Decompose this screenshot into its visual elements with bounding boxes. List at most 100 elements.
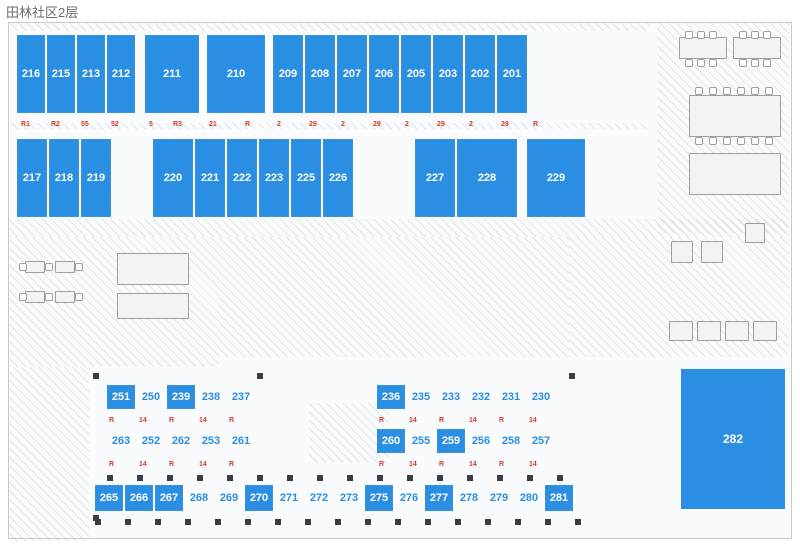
structural-column: [455, 519, 461, 525]
room-281[interactable]: 281: [545, 485, 573, 511]
room-220[interactable]: 220: [153, 139, 193, 217]
room-250[interactable]: 250: [137, 385, 165, 409]
room-label: 259: [442, 435, 460, 447]
room-221[interactable]: 221: [195, 139, 225, 217]
room-266[interactable]: 266: [125, 485, 153, 511]
room-259[interactable]: 259: [437, 429, 465, 453]
room-271[interactable]: 271: [275, 485, 303, 511]
room-label: 281: [550, 492, 568, 504]
room-230[interactable]: 230: [527, 385, 555, 409]
room-239[interactable]: 239: [167, 385, 195, 409]
room-222[interactable]: 222: [227, 139, 257, 217]
dimension-label: 2: [469, 121, 473, 128]
structural-column: [485, 519, 491, 525]
room-260[interactable]: 260: [377, 429, 405, 453]
dimension-label: 14: [409, 417, 417, 424]
room-256[interactable]: 256: [467, 429, 495, 453]
room-231[interactable]: 231: [497, 385, 525, 409]
room-201[interactable]: 201: [497, 35, 527, 113]
room-278[interactable]: 278: [455, 485, 483, 511]
room-label: 226: [329, 172, 347, 184]
room-237[interactable]: 237: [227, 385, 255, 409]
room-207[interactable]: 207: [337, 35, 367, 113]
structural-column: [95, 519, 101, 525]
room-232[interactable]: 232: [467, 385, 495, 409]
room-280[interactable]: 280: [515, 485, 543, 511]
room-216[interactable]: 216: [17, 35, 45, 113]
structural-column: [257, 475, 263, 481]
room-label: 262: [172, 435, 190, 447]
room-211[interactable]: 211: [145, 35, 199, 113]
room-217[interactable]: 217: [17, 139, 47, 217]
room-210[interactable]: 210: [207, 35, 265, 113]
structural-column: [167, 475, 173, 481]
room-226[interactable]: 226: [323, 139, 353, 217]
structural-column: [215, 519, 221, 525]
room-218[interactable]: 218: [49, 139, 79, 217]
page-title: 田林社区2层: [6, 2, 78, 21]
room-279[interactable]: 279: [485, 485, 513, 511]
room-253[interactable]: 253: [197, 429, 225, 453]
room-215[interactable]: 215: [47, 35, 75, 113]
room-235[interactable]: 235: [407, 385, 435, 409]
structural-column: [317, 475, 323, 481]
room-203[interactable]: 203: [433, 35, 463, 113]
structural-column: [137, 475, 143, 481]
room-229[interactable]: 229: [527, 139, 585, 217]
room-277[interactable]: 277: [425, 485, 453, 511]
room-233[interactable]: 233: [437, 385, 465, 409]
room-label: 212: [112, 68, 130, 80]
dimension-label: 29: [373, 121, 381, 128]
structural-column: [185, 519, 191, 525]
room-label: 271: [280, 492, 298, 504]
room-227[interactable]: 227: [415, 139, 455, 217]
room-208[interactable]: 208: [305, 35, 335, 113]
room-238[interactable]: 238: [197, 385, 225, 409]
room-255[interactable]: 255: [407, 429, 435, 453]
room-219[interactable]: 219: [81, 139, 111, 217]
room-label: 260: [382, 435, 400, 447]
room-252[interactable]: 252: [137, 429, 165, 453]
room-228[interactable]: 228: [457, 139, 517, 217]
room-273[interactable]: 273: [335, 485, 363, 511]
room-269[interactable]: 269: [215, 485, 243, 511]
dimension-label: R: [169, 417, 174, 424]
room-261[interactable]: 261: [227, 429, 255, 453]
room-262[interactable]: 262: [167, 429, 195, 453]
room-275[interactable]: 275: [365, 485, 393, 511]
room-label: 225: [297, 172, 315, 184]
room-label: 220: [164, 172, 182, 184]
room-258[interactable]: 258: [497, 429, 525, 453]
structural-column: [107, 475, 113, 481]
room-257[interactable]: 257: [527, 429, 555, 453]
room-236[interactable]: 236: [377, 385, 405, 409]
room-282[interactable]: 282: [681, 369, 785, 509]
room-label: 216: [22, 68, 40, 80]
room-209[interactable]: 209: [273, 35, 303, 113]
structural-column: [257, 373, 263, 379]
dimension-label: R: [379, 461, 384, 468]
floor-plan: 2162152132122112102092082072062052032022…: [8, 22, 792, 539]
room-276[interactable]: 276: [395, 485, 423, 511]
room-263[interactable]: 263: [107, 429, 135, 453]
dimension-label: R: [229, 461, 234, 468]
room-265[interactable]: 265: [95, 485, 123, 511]
room-202[interactable]: 202: [465, 35, 495, 113]
dimension-label: 2: [277, 121, 281, 128]
room-268[interactable]: 268: [185, 485, 213, 511]
room-213[interactable]: 213: [77, 35, 105, 113]
room-label: 278: [460, 492, 478, 504]
room-267[interactable]: 267: [155, 485, 183, 511]
room-225[interactable]: 225: [291, 139, 321, 217]
room-251[interactable]: 251: [107, 385, 135, 409]
dimension-label: R: [439, 417, 444, 424]
dimension-label: 14: [469, 461, 477, 468]
dimension-label: 14: [199, 417, 207, 424]
room-270[interactable]: 270: [245, 485, 273, 511]
room-272[interactable]: 272: [305, 485, 333, 511]
room-223[interactable]: 223: [259, 139, 289, 217]
room-212[interactable]: 212: [107, 35, 135, 113]
room-label: 253: [202, 435, 220, 447]
room-205[interactable]: 205: [401, 35, 431, 113]
room-206[interactable]: 206: [369, 35, 399, 113]
